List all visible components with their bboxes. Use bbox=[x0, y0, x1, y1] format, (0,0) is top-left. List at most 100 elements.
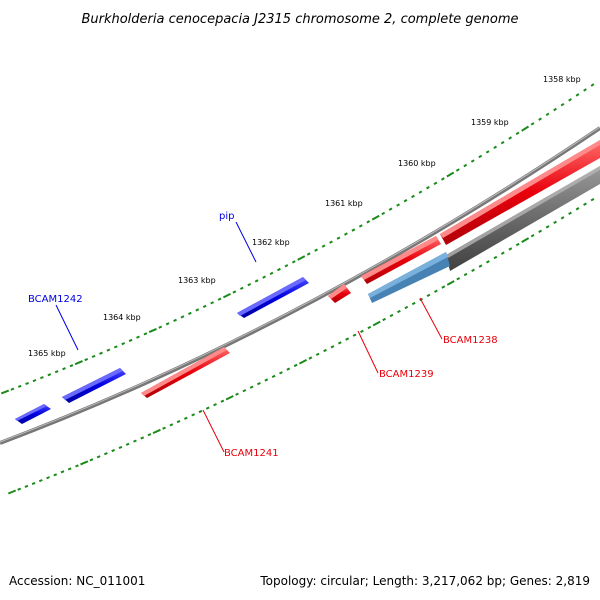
gene-label-pip[interactable]: pip bbox=[219, 211, 234, 222]
minor-tick bbox=[284, 264, 289, 268]
minor-tick bbox=[500, 251, 505, 255]
minor-tick bbox=[173, 318, 177, 322]
minor-tick bbox=[271, 374, 276, 379]
ruler-label: 1358 kbp bbox=[543, 75, 581, 84]
minor-tick bbox=[560, 102, 565, 107]
minor-tick bbox=[308, 356, 313, 360]
ruler-labels: 1358 kbp 1359 kbp 1360 kbp 1361 kbp 1362… bbox=[28, 75, 581, 358]
ruler-label: 1362 kbp bbox=[252, 238, 290, 247]
genome-backbone bbox=[0, 126, 600, 445]
minor-tick bbox=[91, 354, 96, 358]
minor-tick bbox=[277, 267, 281, 272]
minor-tick bbox=[62, 367, 66, 371]
minor-tick bbox=[286, 367, 291, 371]
minor-tick bbox=[381, 211, 386, 216]
major-tick bbox=[148, 327, 157, 334]
minor-tick bbox=[60, 470, 65, 474]
gene-bcam1238-small[interactable] bbox=[361, 236, 441, 284]
minor-tick bbox=[583, 88, 587, 92]
major-tick bbox=[446, 280, 455, 286]
minor-tick bbox=[140, 436, 145, 440]
gene-bcam1242-left-fragment[interactable] bbox=[15, 404, 51, 424]
minor-tick bbox=[291, 260, 296, 264]
minor-tick bbox=[568, 98, 572, 102]
minor-tick bbox=[545, 225, 550, 229]
gene-bcam1238-forward-part[interactable] bbox=[368, 252, 450, 303]
minor-tick bbox=[486, 260, 490, 264]
minor-tick bbox=[329, 240, 333, 244]
minor-tick bbox=[176, 419, 181, 424]
minor-tick bbox=[433, 181, 438, 186]
minor-tick bbox=[125, 442, 130, 446]
minor-tick bbox=[191, 413, 196, 417]
minor-tick bbox=[293, 363, 298, 368]
minor-tick bbox=[560, 216, 565, 220]
gene-bcam1241[interactable] bbox=[141, 347, 230, 398]
ruler-label: 1363 kbp bbox=[178, 276, 216, 285]
minor-tick bbox=[158, 325, 163, 329]
minor-tick bbox=[440, 177, 445, 181]
minor-tick bbox=[388, 207, 393, 211]
minor-tick bbox=[323, 348, 327, 353]
minor-tick bbox=[217, 297, 222, 301]
gene-label-bcam1238[interactable]: BCAM1238 bbox=[443, 335, 498, 346]
minor-tick bbox=[128, 338, 133, 343]
minor-tick bbox=[382, 317, 386, 322]
minor-tick bbox=[10, 387, 15, 391]
minor-tick bbox=[463, 272, 468, 277]
minor-tick bbox=[403, 199, 408, 203]
gene-bcam1239[interactable] bbox=[328, 284, 351, 303]
minor-tick bbox=[136, 335, 140, 339]
ruler-label: 1360 kbp bbox=[398, 159, 436, 168]
minor-tick bbox=[17, 384, 22, 388]
minor-tick bbox=[314, 248, 318, 252]
gene-pip[interactable] bbox=[237, 277, 309, 318]
minor-tick bbox=[17, 487, 22, 491]
map-title: Burkholderia cenocepacia J2315 chromosom… bbox=[81, 12, 518, 27]
minor-tick bbox=[463, 163, 468, 168]
minor-tick bbox=[575, 207, 580, 211]
minor-tick bbox=[337, 341, 342, 345]
minor-tick bbox=[426, 293, 431, 297]
minor-tick bbox=[315, 352, 320, 356]
major-tick bbox=[80, 460, 89, 466]
minor-tick bbox=[590, 197, 595, 202]
minor-tick bbox=[553, 220, 557, 225]
minor-tick bbox=[104, 452, 108, 456]
minor-tick bbox=[367, 325, 372, 330]
genome-stats-text: Topology: circular; Length: 3,217,062 bp… bbox=[259, 574, 590, 588]
minor-tick bbox=[121, 342, 126, 346]
minor-tick bbox=[306, 252, 311, 256]
minor-tick bbox=[202, 304, 207, 308]
minor-tick bbox=[262, 275, 266, 279]
minor-tick bbox=[553, 107, 557, 112]
minor-tick bbox=[198, 409, 203, 414]
minor-tick bbox=[143, 332, 148, 336]
minor-tick bbox=[46, 476, 50, 480]
gene-label-bcam1242[interactable]: BCAM1242 bbox=[28, 294, 83, 305]
minor-tick bbox=[515, 131, 520, 136]
minor-tick bbox=[235, 392, 239, 396]
minor-tick bbox=[257, 381, 261, 386]
minor-tick bbox=[254, 279, 259, 283]
minor-tick bbox=[351, 228, 356, 232]
minor-tick bbox=[366, 220, 371, 224]
gene-bcam1242[interactable] bbox=[62, 368, 126, 403]
minor-tick bbox=[352, 333, 357, 337]
major-tick bbox=[521, 237, 530, 243]
minor-tick bbox=[434, 289, 438, 293]
minor-tick bbox=[397, 309, 401, 314]
minor-tick bbox=[249, 385, 254, 389]
major-tick bbox=[372, 320, 381, 327]
gene-bcam1238[interactable] bbox=[440, 140, 600, 245]
minor-tick bbox=[508, 136, 513, 140]
gene-label-bcam1241[interactable]: BCAM1241 bbox=[224, 448, 279, 459]
minor-tick bbox=[279, 371, 283, 375]
minor-tick bbox=[418, 190, 423, 194]
gene-label-bcam1239[interactable]: BCAM1239 bbox=[379, 369, 434, 380]
minor-tick bbox=[471, 268, 475, 272]
minor-tick bbox=[118, 445, 123, 450]
highlight-region bbox=[446, 166, 600, 271]
minor-tick bbox=[470, 159, 475, 163]
minor-tick bbox=[99, 351, 103, 355]
